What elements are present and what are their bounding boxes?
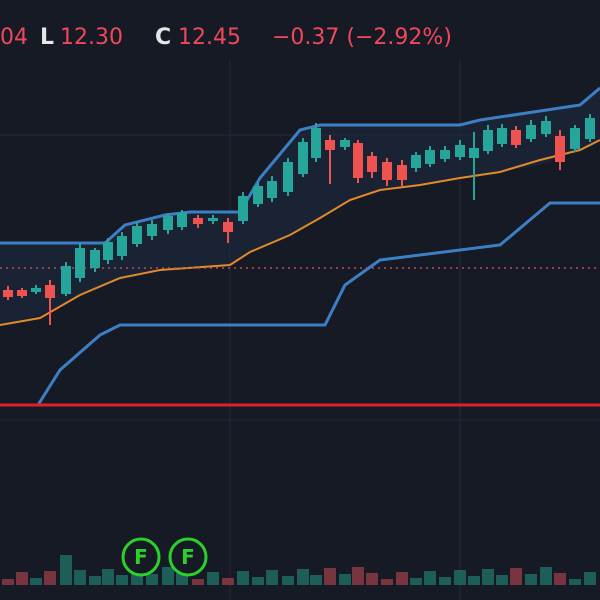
close-value: 12.45 (178, 25, 241, 50)
volume-bar (162, 567, 174, 585)
candle-body (541, 121, 551, 134)
volume-bar (540, 567, 552, 585)
candle-body (193, 218, 203, 224)
volume-bar (366, 573, 378, 585)
volume-bar (207, 572, 219, 585)
marker[interactable]: F (134, 545, 148, 569)
candle-body (325, 140, 335, 150)
volume-bar (146, 574, 158, 585)
marker-circle (121, 537, 161, 577)
volume-bar (44, 571, 56, 585)
channel-fill (0, 88, 600, 325)
volume-bar (482, 569, 494, 585)
candle-body (585, 118, 595, 139)
volume-bar (439, 577, 451, 585)
candle-body (75, 248, 85, 278)
candle-body (440, 150, 450, 159)
candle-body (397, 165, 407, 180)
middle-band (0, 139, 600, 326)
volume-bar (16, 572, 28, 585)
candle-body (497, 128, 507, 144)
markers: F F (121, 537, 208, 577)
candle-body (90, 250, 100, 268)
marker[interactable]: F (181, 545, 195, 569)
volume-bar (584, 572, 596, 585)
header: 04 L 12.30 C 12.45 −0.37 (−2.92%) (0, 25, 452, 50)
close-label: C (155, 25, 171, 50)
volume-bar (102, 569, 114, 585)
volume-bar (30, 578, 42, 585)
volume-bar (89, 576, 101, 585)
volume-bar (60, 555, 72, 585)
volume-bar (252, 577, 264, 585)
volume-bar (237, 571, 249, 585)
volume-bar (116, 575, 128, 585)
candle-body (555, 136, 565, 162)
open-value: 04 (0, 25, 28, 50)
marker-circle (168, 537, 208, 577)
volume-bar (2, 579, 14, 585)
candle-body (367, 156, 377, 172)
volume-bar (525, 574, 537, 585)
volume-bar (339, 574, 351, 585)
candle-body (163, 216, 173, 230)
volume-bar (297, 569, 309, 585)
candle-body (526, 125, 536, 139)
candle-body (511, 130, 521, 145)
candle-body (469, 148, 479, 158)
candle-body (483, 130, 493, 151)
volume-bar (454, 570, 466, 585)
candle-body (223, 222, 233, 232)
volume-bar (282, 576, 294, 585)
candle-body (455, 145, 465, 157)
candle-body (177, 213, 187, 227)
candle-body (411, 155, 421, 168)
volume-bar (496, 575, 508, 585)
candle-body (253, 186, 263, 204)
low-label: L (40, 25, 54, 50)
candle-body (61, 266, 71, 294)
candle-body (17, 290, 27, 296)
lower-band (0, 201, 600, 407)
candle-body (238, 196, 248, 221)
candle-body (147, 224, 157, 236)
volume-bar (310, 575, 322, 585)
candle-body (353, 143, 363, 178)
low-value: 12.30 (60, 25, 123, 50)
candle-body (267, 181, 277, 198)
volume-bar (468, 576, 480, 585)
volume-bar (266, 570, 278, 585)
candle-body (298, 142, 308, 174)
volume-bar (192, 579, 204, 585)
volume-bar (222, 578, 234, 585)
candle-body (3, 290, 13, 297)
volume-bar (396, 572, 408, 585)
candle-body (208, 218, 218, 221)
candles (3, 114, 595, 325)
candle-body (570, 128, 580, 149)
candle-body (45, 285, 55, 298)
volume-bar (74, 570, 86, 585)
candle-body (311, 128, 321, 158)
candle-body (382, 162, 392, 180)
volume-bar (410, 578, 422, 585)
upper-band (0, 86, 600, 245)
volume-bar (569, 579, 581, 585)
change-value: −0.37 (−2.92%) (272, 25, 452, 50)
candle-body (103, 242, 113, 260)
candle-body (132, 226, 142, 244)
volume-bar (324, 568, 336, 585)
volume-bar (510, 568, 522, 585)
volume-bar (554, 573, 566, 585)
candle-body (340, 140, 350, 147)
volume-bar (381, 579, 393, 585)
candle-body (117, 236, 127, 256)
candle-body (425, 150, 435, 164)
candle-body (31, 288, 41, 292)
volume-bar (424, 571, 436, 585)
volume-bar (352, 567, 364, 585)
candle-body (283, 162, 293, 192)
